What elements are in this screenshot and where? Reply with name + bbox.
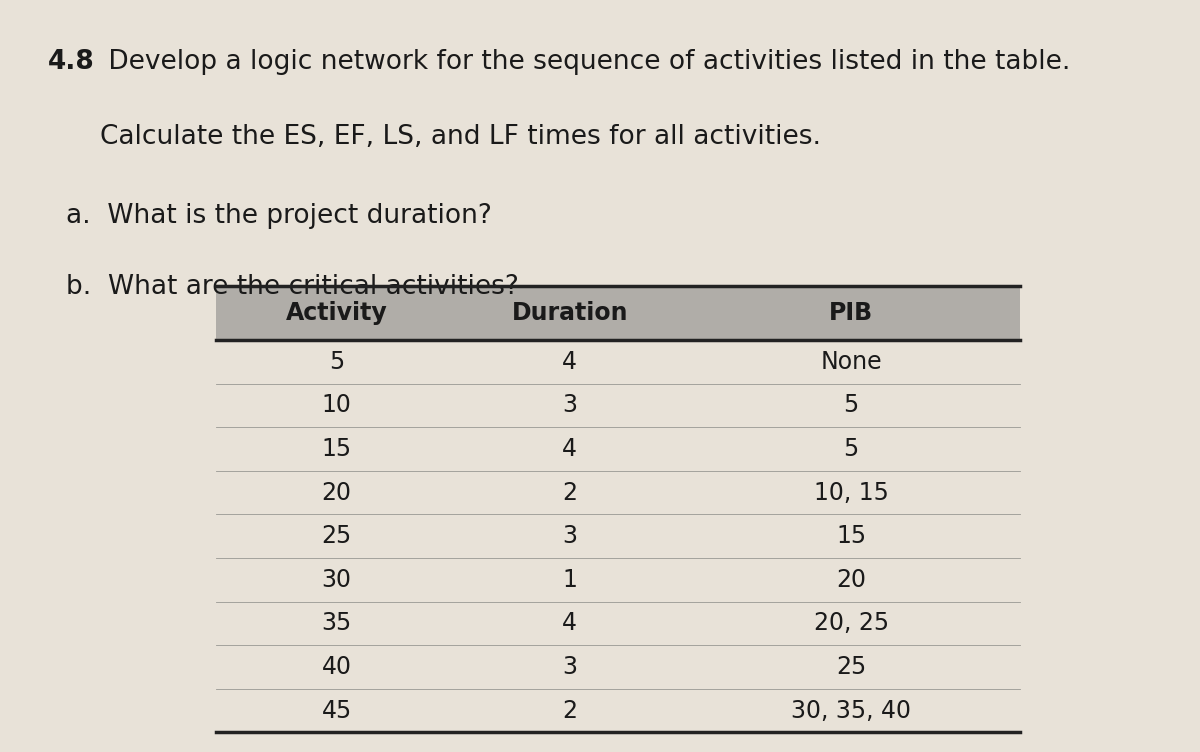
Text: 2: 2	[563, 699, 577, 723]
Text: 20, 25: 20, 25	[814, 611, 889, 635]
Text: PIB: PIB	[829, 301, 874, 325]
Text: 3: 3	[563, 393, 577, 417]
Text: 15: 15	[836, 524, 866, 548]
Text: 10: 10	[322, 393, 352, 417]
Text: Activity: Activity	[286, 301, 388, 325]
Text: 4: 4	[563, 350, 577, 374]
Text: 30, 35, 40: 30, 35, 40	[791, 699, 911, 723]
Text: 20: 20	[322, 481, 352, 505]
Text: 1: 1	[563, 568, 577, 592]
Text: 4: 4	[563, 437, 577, 461]
Text: 3: 3	[563, 655, 577, 679]
Text: 4: 4	[563, 611, 577, 635]
Text: 45: 45	[322, 699, 352, 723]
Text: 35: 35	[322, 611, 352, 635]
Text: 25: 25	[322, 524, 352, 548]
Text: 4.8: 4.8	[48, 49, 95, 75]
Text: Calculate the ES, EF, LS, and LF times for all activities.: Calculate the ES, EF, LS, and LF times f…	[100, 124, 821, 150]
Text: Develop a logic network for the sequence of activities listed in the table.: Develop a logic network for the sequence…	[100, 49, 1070, 75]
Text: 5: 5	[844, 393, 859, 417]
Text: a.  What is the project duration?: a. What is the project duration?	[66, 203, 492, 229]
Text: 40: 40	[322, 655, 352, 679]
Text: None: None	[821, 350, 882, 374]
Text: Duration: Duration	[511, 301, 628, 325]
Text: 25: 25	[836, 655, 866, 679]
Text: b.  What are the critical activities?: b. What are the critical activities?	[66, 274, 518, 301]
Text: 10, 15: 10, 15	[814, 481, 888, 505]
Text: 2: 2	[563, 481, 577, 505]
Text: 30: 30	[322, 568, 352, 592]
Text: 5: 5	[329, 350, 344, 374]
Text: 15: 15	[322, 437, 352, 461]
Text: 20: 20	[836, 568, 866, 592]
Bar	[216, 286, 1020, 340]
Text: 5: 5	[844, 437, 859, 461]
Text: 3: 3	[563, 524, 577, 548]
